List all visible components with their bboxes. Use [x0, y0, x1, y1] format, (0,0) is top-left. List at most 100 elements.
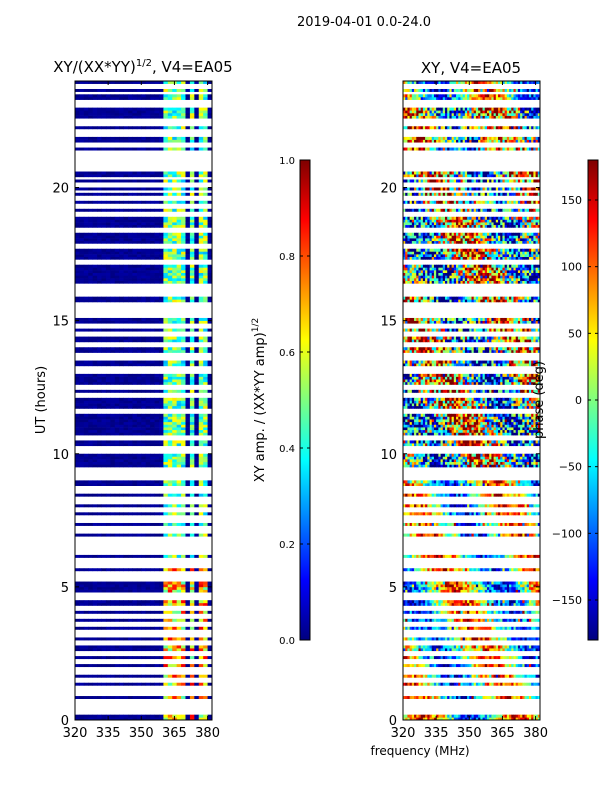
heatmap-cell — [158, 208, 164, 212]
heatmap-cell — [163, 219, 169, 223]
heatmap-cell — [194, 248, 200, 252]
heatmap-cell — [207, 136, 212, 140]
heatmap-cell — [154, 714, 160, 718]
heatmap-cell — [478, 464, 481, 468]
heatmap-cell — [101, 389, 107, 393]
heatmap-cell — [451, 648, 455, 652]
heatmap-cell — [172, 589, 178, 593]
heatmap-cell — [515, 602, 519, 606]
heatmap-cell — [181, 456, 186, 460]
heatmap-cell — [97, 589, 102, 593]
heatmap-cell — [207, 187, 212, 191]
heatmap-cell — [484, 600, 488, 604]
heatmap-cell — [154, 107, 160, 111]
heatmap-cell — [141, 349, 147, 353]
heatmap-cell — [167, 179, 173, 183]
heatmap-cell — [444, 626, 448, 630]
heatmap-cell — [198, 187, 204, 191]
heatmap-cell — [105, 110, 111, 114]
heatmap-cell — [83, 296, 89, 300]
heatmap-cell — [478, 717, 481, 720]
heatmap-cell — [181, 272, 186, 276]
heatmap-cell — [158, 626, 164, 630]
heatmap-cell — [511, 568, 514, 572]
heatmap-cell — [123, 270, 129, 273]
heatmap-cell — [83, 512, 89, 516]
heatmap-cell — [533, 656, 536, 660]
heatmap-cell — [123, 192, 129, 196]
heatmap-cell — [207, 275, 212, 279]
heatmap-cell — [132, 280, 138, 284]
heatmap-cell — [489, 568, 492, 572]
heatmap-cell — [207, 389, 212, 393]
heatmap-cell — [105, 192, 111, 196]
heatmap-cell — [105, 208, 111, 212]
heatmap-cell — [136, 493, 142, 497]
heatmap-cell — [154, 419, 160, 423]
heatmap-cell — [189, 581, 195, 585]
heatmap-cell — [411, 554, 415, 558]
heatmap-cell — [414, 602, 417, 606]
heatmap-cell — [513, 645, 517, 649]
heatmap-cell — [462, 656, 466, 660]
heatmap-cell — [207, 610, 212, 614]
heatmap-cell — [92, 656, 98, 660]
heatmap-cell — [203, 219, 208, 223]
heatmap-cell — [128, 461, 133, 465]
heatmap-cell — [451, 645, 455, 649]
heatmap-cell — [535, 674, 539, 678]
heatmap-cell — [431, 682, 435, 686]
heatmap-cell — [520, 483, 523, 486]
heatmap-cell — [136, 432, 142, 436]
heatmap-cell — [167, 251, 173, 255]
heatmap-cell — [198, 238, 204, 242]
heatmap-cell — [163, 589, 169, 593]
heatmap-cell — [150, 126, 155, 130]
heatmap-cell — [431, 584, 435, 588]
heatmap-cell — [203, 147, 208, 151]
heatmap-cell — [101, 453, 107, 457]
heatmap-cell — [495, 504, 499, 508]
heatmap-cell — [163, 278, 169, 281]
heatmap-cell — [425, 493, 428, 497]
heatmap-cell — [464, 554, 468, 558]
heatmap-cell — [79, 336, 85, 340]
heatmap-cell — [517, 645, 521, 649]
heatmap-cell — [198, 419, 204, 423]
heatmap-cell — [198, 179, 204, 183]
heatmap-cell — [150, 174, 155, 178]
heatmap-cell — [75, 94, 80, 98]
heatmap-cell — [176, 602, 182, 606]
heatmap-cell — [101, 373, 107, 377]
heatmap-cell — [442, 602, 446, 606]
heatmap-cell — [136, 272, 142, 276]
heatmap-cell — [181, 610, 186, 614]
heatmap-cell — [167, 275, 173, 279]
heatmap-cell — [150, 208, 155, 212]
heatmap-cell — [88, 187, 94, 191]
heatmap-cell — [92, 461, 98, 465]
heatmap-cell — [194, 397, 200, 401]
heatmap-cell — [141, 112, 147, 116]
heatmap-cell — [425, 626, 428, 630]
heatmap-cell — [418, 696, 422, 699]
heatmap-cell — [163, 461, 169, 465]
heatmap-cell — [458, 645, 461, 649]
heatmap-cell — [75, 403, 80, 407]
heatmap-cell — [119, 696, 125, 699]
heatmap-cell — [207, 504, 212, 508]
heatmap-cell — [136, 522, 142, 526]
heatmap-cell — [132, 110, 138, 114]
heatmap-cell — [119, 147, 125, 151]
heatmap-cell — [110, 174, 116, 178]
heatmap-cell — [420, 618, 424, 622]
heatmap-cell — [513, 586, 517, 590]
heatmap-cell — [442, 610, 446, 614]
heatmap-cell — [75, 256, 80, 260]
heatmap-cell — [176, 459, 182, 463]
heatmap-cell — [150, 328, 155, 332]
heatmap-cell — [207, 110, 212, 114]
heatmap-cell — [176, 232, 182, 236]
heatmap-cell — [97, 363, 102, 367]
heatmap-cell — [473, 682, 477, 686]
